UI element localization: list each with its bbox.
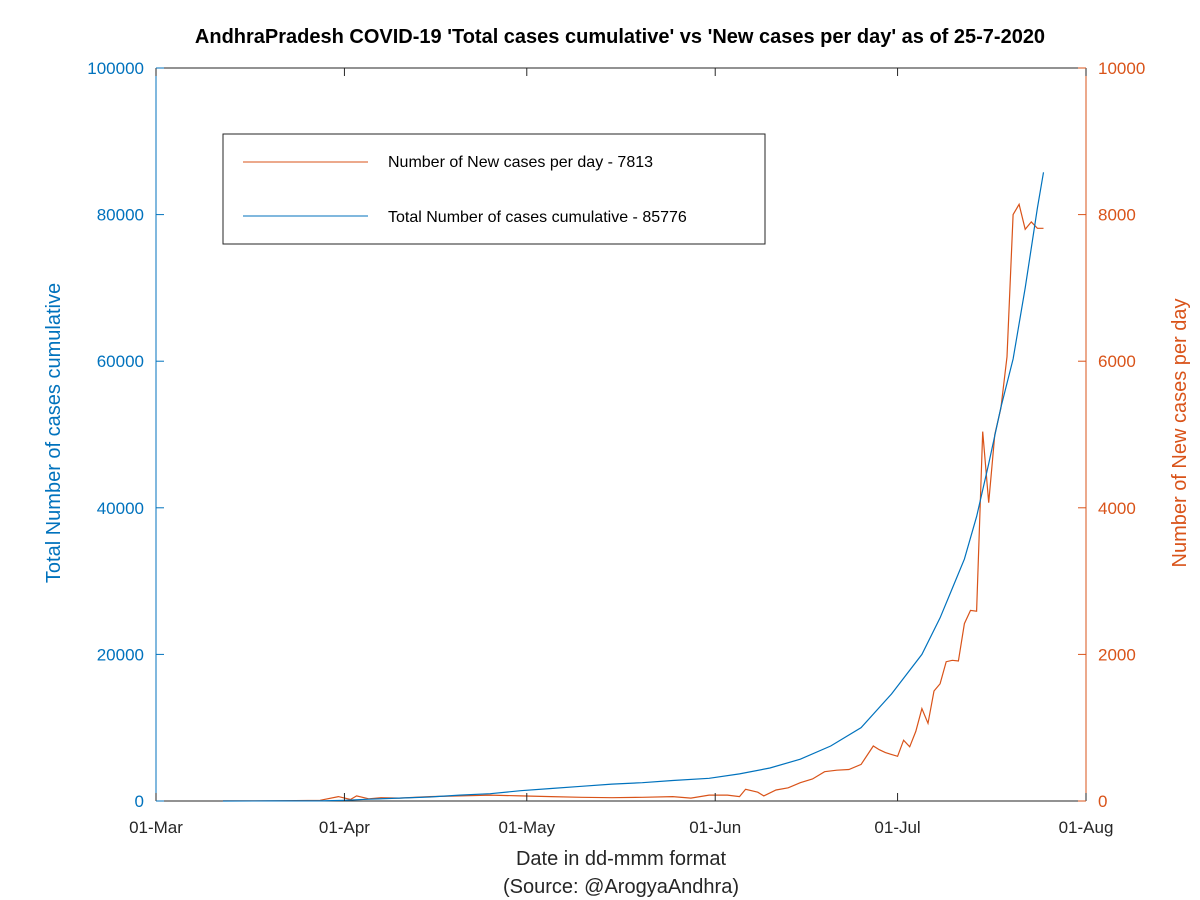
legend-entry-new-cases: Number of New cases per day - 7813 xyxy=(388,154,653,171)
series-line-cumulative xyxy=(222,172,1045,802)
x-tick-label: 01-May xyxy=(498,818,555,837)
x-tick-label: 01-Aug xyxy=(1059,818,1114,837)
y-left-tick-label: 40000 xyxy=(97,499,144,518)
legend: Number of New cases per day - 7813 Total… xyxy=(222,133,766,245)
y-left-tick-label: 100000 xyxy=(87,59,144,78)
series-layer xyxy=(222,172,1045,802)
y-right-tick-label: 2000 xyxy=(1098,645,1136,664)
y-right-tick-label: 6000 xyxy=(1098,352,1136,371)
y-right-tick-label: 4000 xyxy=(1098,499,1136,518)
x-tick-label: 01-Mar xyxy=(129,818,183,837)
x-axis-source-label: (Source: @ArogyaAndhra) xyxy=(503,876,739,898)
y-right-tick-label: 0 xyxy=(1098,792,1107,811)
x-tick-label: 01-Jun xyxy=(689,818,741,837)
series-line-new-cases xyxy=(222,202,1044,802)
legend-entry-cumulative: Total Number of cases cumulative - 85776 xyxy=(388,209,687,226)
y-right-tick-label: 10000 xyxy=(1098,59,1145,78)
y-left-tick-label: 0 xyxy=(135,792,144,811)
y-left-tick-label: 60000 xyxy=(97,352,144,371)
legend-box xyxy=(222,133,766,245)
x-tick-label: 01-Apr xyxy=(319,818,370,837)
x-axis-label: Date in dd-mmm format xyxy=(516,848,726,870)
chart-title: AndhraPradesh COVID-19 'Total cases cumu… xyxy=(195,26,1045,48)
y-left-tick-label: 80000 xyxy=(97,206,144,225)
y-axis-left-label: Total Number of cases cumulative xyxy=(43,283,65,583)
y-axis-right-label: Number of New cases per day xyxy=(1169,298,1191,567)
y-right-tick-label: 8000 xyxy=(1098,206,1136,225)
y-left-tick-label: 20000 xyxy=(97,645,144,664)
x-tick-label: 01-Jul xyxy=(874,818,920,837)
axes-ticks: 01-Mar 01-Apr 01-May 01-Jun 01-Jul 01-Aug 0 200… xyxy=(87,59,1145,837)
